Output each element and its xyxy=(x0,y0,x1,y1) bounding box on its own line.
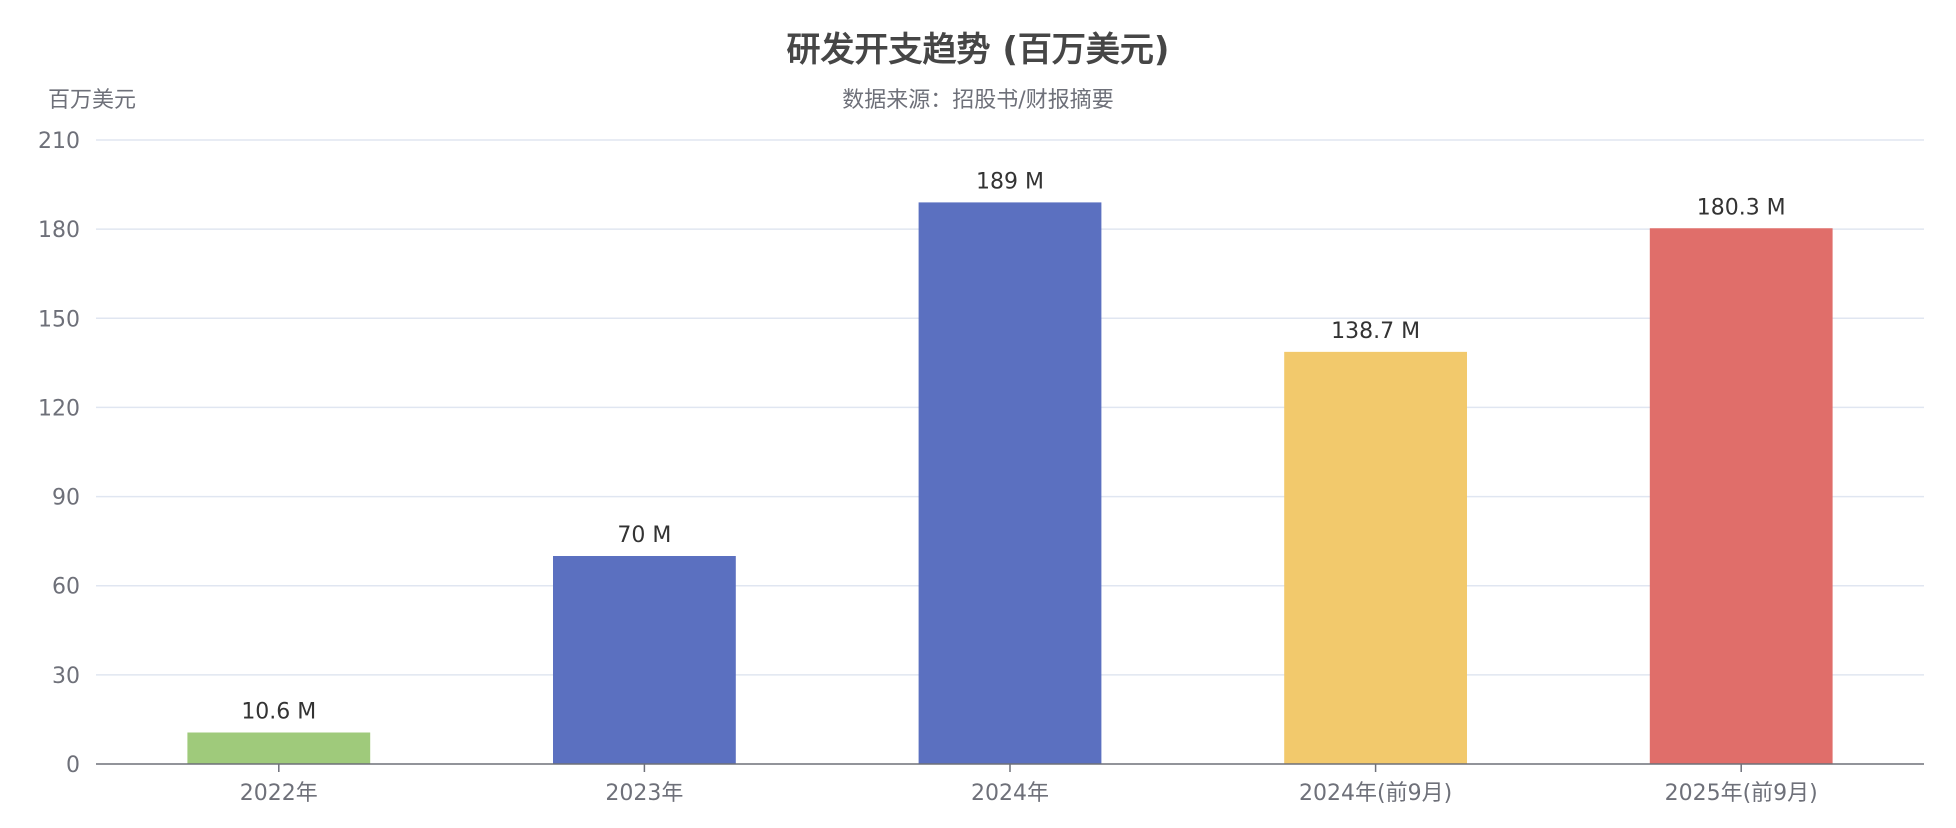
y-tick-label: 0 xyxy=(66,753,80,778)
bar xyxy=(918,202,1102,764)
chart-subtitle: 数据来源：招股书/财报摘要 xyxy=(842,88,1114,113)
y-tick-label: 30 xyxy=(52,664,80,689)
x-tick-label: 2022年 xyxy=(240,781,318,806)
x-axis: 2022年 2023年 2024年 2024年(前9月) 2025年(前9月) xyxy=(96,763,1924,806)
bars xyxy=(187,202,1833,764)
y-tick-label: 180 xyxy=(38,218,80,243)
y-tick-label: 60 xyxy=(52,575,80,600)
data-label: 70 M xyxy=(617,523,671,548)
bar xyxy=(1649,228,1833,764)
x-tick-label: 2025年(前9月) xyxy=(1665,781,1818,806)
bar xyxy=(553,556,736,764)
chart-title: 研发开支趋势 (百万美元) xyxy=(786,30,1170,70)
x-tick-label: 2023年 xyxy=(605,781,683,806)
y-tick-label: 90 xyxy=(52,486,80,511)
data-labels: 10.6 M 70 M 189 M 138.7 M 180.3 M xyxy=(241,169,1785,724)
y-tick-label: 150 xyxy=(38,307,80,332)
y-tick-label: 210 xyxy=(38,129,80,154)
x-tick-label: 2024年(前9月) xyxy=(1299,781,1452,806)
bar xyxy=(187,732,371,764)
x-tick-label: 2024年 xyxy=(971,781,1049,806)
y-axis-ticks: 0 30 60 90 120 150 180 210 xyxy=(38,129,80,778)
data-label: 180.3 M xyxy=(1697,195,1786,220)
y-tick-label: 120 xyxy=(38,396,80,421)
data-label: 189 M xyxy=(976,169,1044,194)
data-label: 10.6 M xyxy=(241,700,316,725)
bar xyxy=(1284,351,1467,764)
y-axis-unit-label: 百万美元 xyxy=(48,88,137,113)
data-label: 138.7 M xyxy=(1331,319,1420,344)
